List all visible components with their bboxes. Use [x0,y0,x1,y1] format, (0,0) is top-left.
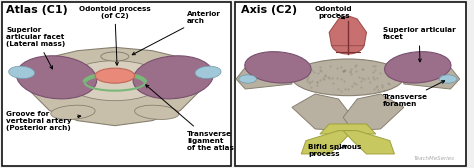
Ellipse shape [9,66,35,79]
Text: Transverse
foramen: Transverse foramen [383,81,445,107]
Polygon shape [301,131,353,154]
Text: Anterior
arch: Anterior arch [132,11,221,55]
Polygon shape [320,124,376,134]
Text: TeachMeSeries: TeachMeSeries [414,156,455,161]
Ellipse shape [133,56,213,99]
Ellipse shape [331,34,364,54]
Ellipse shape [17,56,97,99]
Ellipse shape [439,75,457,83]
Polygon shape [236,67,292,89]
Ellipse shape [135,105,179,119]
Polygon shape [329,16,366,46]
Polygon shape [343,131,394,154]
Text: Odontoid process
(of C2): Odontoid process (of C2) [79,6,151,65]
FancyBboxPatch shape [235,2,466,166]
Ellipse shape [51,105,95,119]
Ellipse shape [384,52,451,83]
Text: Bifid spinous
process: Bifid spinous process [308,144,362,157]
Ellipse shape [245,52,311,83]
Text: Transverse
ligament
of the atlas: Transverse ligament of the atlas [146,85,234,151]
Text: Odontoid
process: Odontoid process [315,6,353,19]
FancyBboxPatch shape [1,2,231,166]
Text: Groove for
vertebral artery
(Posterior arch): Groove for vertebral artery (Posterior a… [6,111,81,131]
Ellipse shape [66,61,164,101]
Text: Axis (C2): Axis (C2) [241,5,297,15]
Text: Atlas (C1): Atlas (C1) [6,5,68,15]
Ellipse shape [239,75,256,83]
Ellipse shape [292,59,404,96]
Text: Superior
articular facet
(Lateral mass): Superior articular facet (Lateral mass) [6,27,65,69]
Polygon shape [404,67,460,89]
Polygon shape [292,94,353,131]
Ellipse shape [95,68,135,83]
Polygon shape [343,94,404,131]
Polygon shape [22,47,208,126]
Text: Superior articular
facet: Superior articular facet [383,27,456,62]
Ellipse shape [101,52,129,61]
Ellipse shape [195,66,221,79]
